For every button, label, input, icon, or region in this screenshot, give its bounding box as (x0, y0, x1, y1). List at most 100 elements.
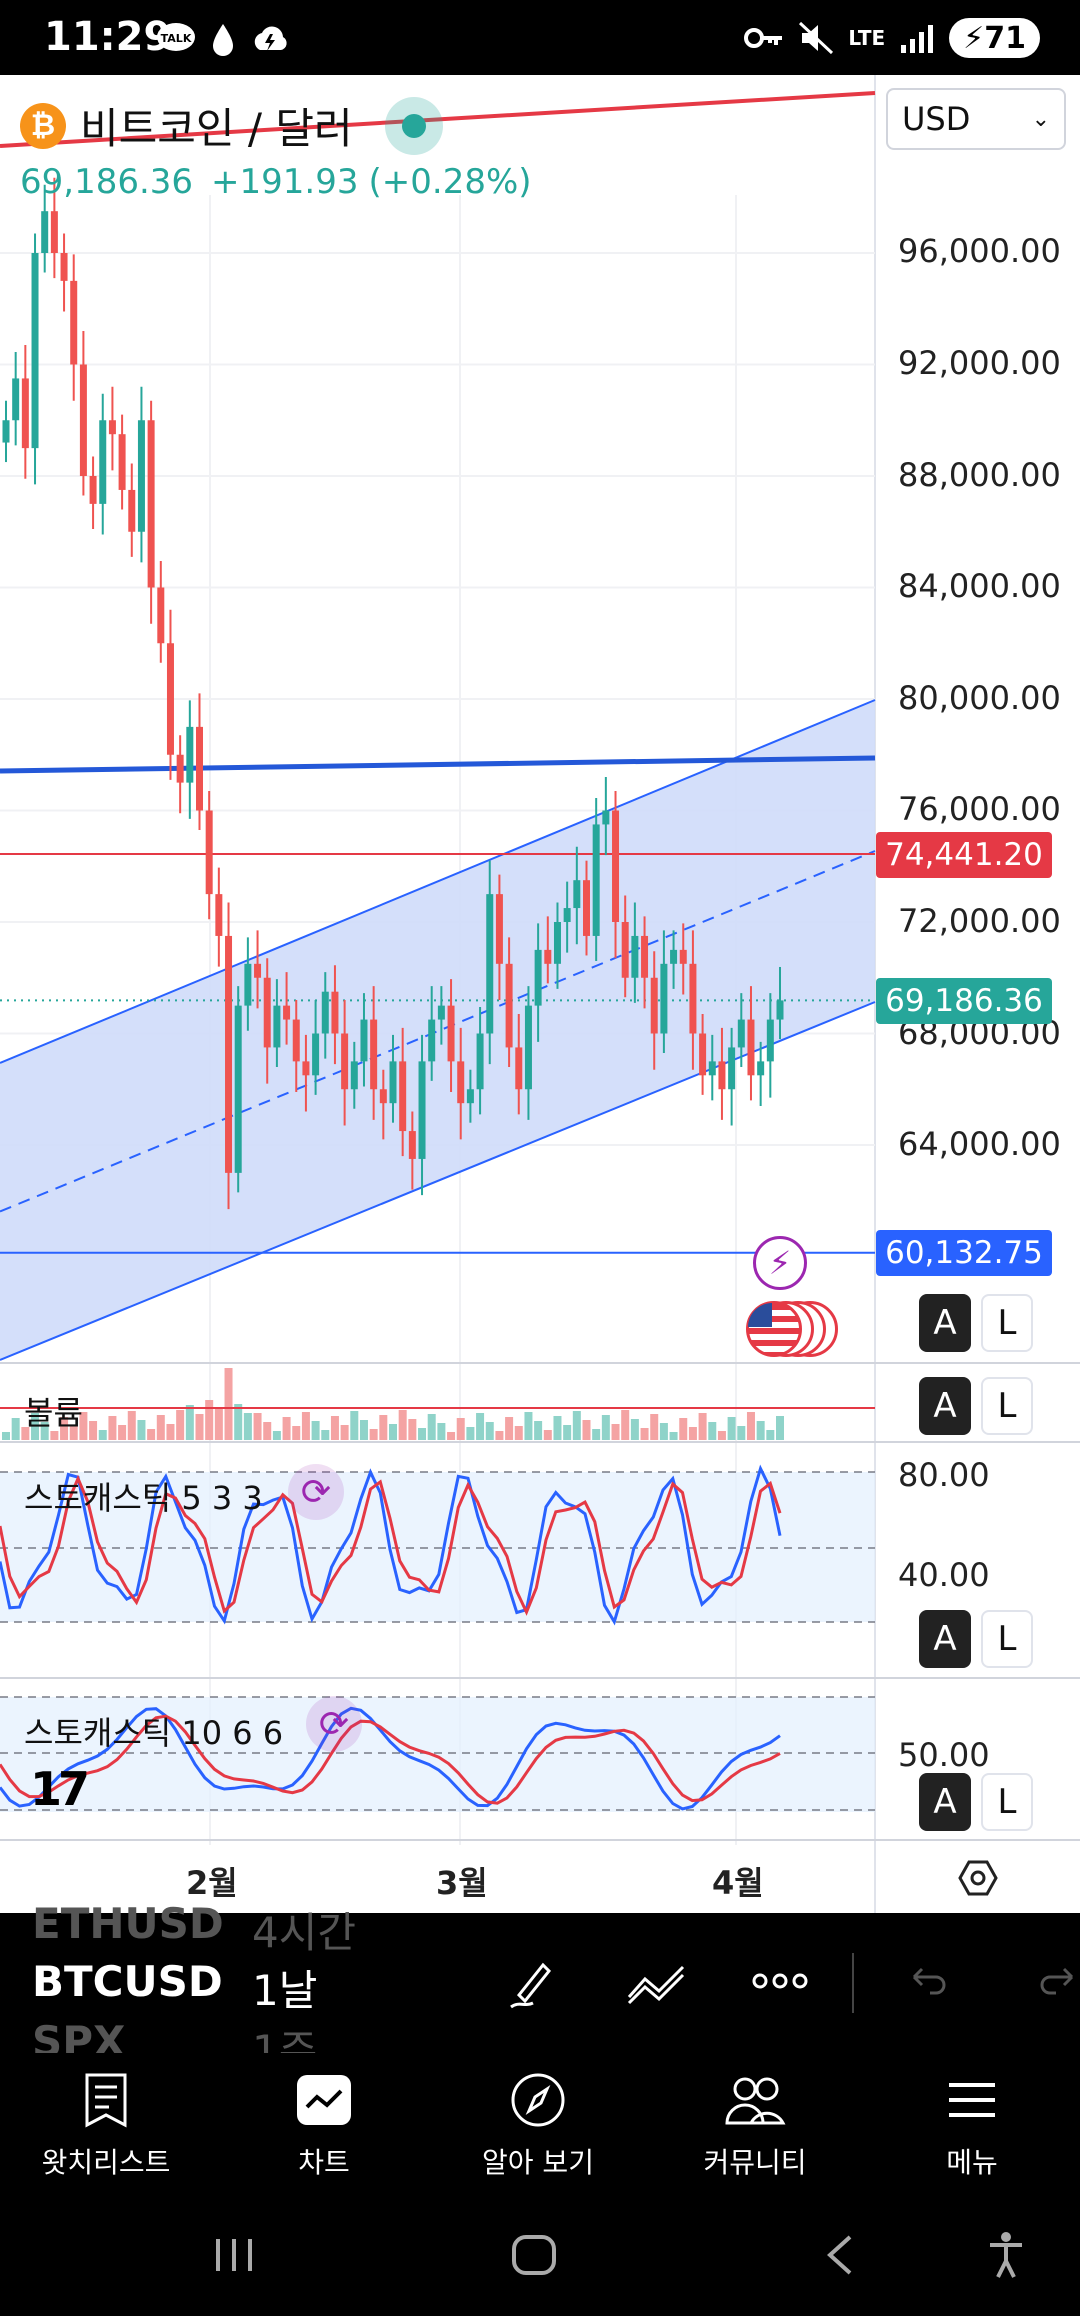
candle-body (399, 1061, 407, 1132)
nav-chart[interactable]: 차트 (224, 2071, 424, 2181)
symbol-header[interactable]: ₿ 비트코인 / 달러 (20, 95, 443, 156)
cloud-bolt-icon (254, 26, 287, 51)
volume-bar (534, 1421, 543, 1440)
symbol-picker-item[interactable]: ETHUSD (32, 1899, 224, 1948)
candle-body (186, 726, 194, 783)
interval-picker-item[interactable]: 4시간 (252, 1908, 357, 1957)
candle-body (244, 963, 252, 1006)
candle-body (225, 935, 233, 1173)
auto-scale-button[interactable]: A (919, 1610, 971, 1668)
refresh-icon[interactable]: ⟳ (306, 1696, 362, 1752)
interval-picker-item[interactable]: 1주 (252, 2026, 318, 2053)
volume-bar (31, 1413, 40, 1440)
clock: 11:29 (44, 14, 172, 60)
nav-watchlist[interactable]: 왓치리스트 (6, 2071, 206, 2181)
home-icon[interactable] (510, 2233, 558, 2277)
volume-bar (282, 1417, 291, 1440)
candle-body (157, 587, 165, 644)
volume-bar (379, 1415, 388, 1440)
symbol-picker-selected[interactable]: BTCUSD (32, 1957, 223, 2006)
volume-bar (50, 1431, 59, 1440)
undo-icon[interactable] (906, 1957, 950, 2005)
interval-picker-selected[interactable]: 1날 (252, 1966, 318, 2015)
price-axis-label: 88,000.00 (898, 456, 1061, 494)
price-axis-label: 96,000.00 (898, 232, 1061, 270)
candle-body (321, 991, 329, 1034)
candle-body (437, 1005, 445, 1020)
stoch1-d-line (0, 1474, 782, 1616)
volume-bar (195, 1414, 204, 1440)
drawing-tool-icon[interactable] (505, 1957, 561, 2017)
blue-line-price-tag[interactable]: 60,132.75 (876, 1230, 1052, 1276)
volume-bar (137, 1420, 146, 1440)
drop-icon (213, 24, 233, 56)
refresh-icon[interactable]: ⟳ (288, 1464, 344, 1520)
toolbar-divider (852, 1953, 854, 2013)
stoch1-axis-label: 40.00 (898, 1556, 990, 1594)
status-right: LTE ⚡ 71 (744, 18, 1040, 58)
currency-select[interactable]: USD ⌄ (886, 88, 1066, 150)
volume-bar (766, 1430, 775, 1440)
candle-body (708, 1061, 716, 1076)
candle-body (331, 991, 339, 1034)
log-scale-button[interactable]: L (981, 1377, 1033, 1435)
stoch2-band (0, 1697, 875, 1812)
candle-body (573, 880, 581, 909)
candle-body (254, 963, 262, 978)
candle-body (621, 922, 629, 978)
recent-apps-icon[interactable] (212, 2235, 256, 2275)
volume-bar (717, 1431, 726, 1440)
network-type: LTE (848, 26, 886, 50)
nav-label: 커뮤니티 (703, 2146, 807, 2179)
candle-body (602, 810, 610, 825)
more-icon[interactable] (752, 1971, 808, 1995)
nav-community[interactable]: 커뮤니티 (655, 2071, 855, 2181)
nav-menu[interactable]: 메뉴 (872, 2071, 1072, 2181)
volume-bar (398, 1410, 407, 1440)
volume-bar (659, 1423, 668, 1440)
price-axis-label: 84,000.00 (898, 567, 1061, 605)
symbol-name: 비트코인 / 달러 (80, 104, 353, 153)
notification-icons: TALK (156, 22, 290, 56)
candle-body (631, 935, 639, 978)
back-icon[interactable] (820, 2233, 860, 2277)
candle-body (650, 977, 658, 1034)
candle-body (776, 1000, 784, 1020)
red-line-price-tag[interactable]: 74,441.20 (876, 832, 1052, 878)
candle-body (31, 253, 39, 449)
indicator-icon[interactable] (625, 1957, 689, 2017)
redo-icon[interactable] (1036, 1957, 1080, 2005)
auto-scale-button[interactable]: A (919, 1773, 971, 1831)
candle-body (350, 1061, 358, 1090)
accessibility-icon[interactable] (986, 2231, 1026, 2279)
volume-bar (176, 1410, 185, 1440)
us-economic-events-icon[interactable] (746, 1301, 848, 1357)
auto-scale-button[interactable]: A (919, 1377, 971, 1435)
log-scale-button[interactable]: L (981, 1773, 1033, 1831)
symbol-picker-item[interactable]: SPX (32, 2017, 126, 2053)
volume-bar (495, 1431, 504, 1440)
price-axis-label: 76,000.00 (898, 790, 1061, 828)
volume-bar (746, 1412, 755, 1440)
system-navigation-bar (0, 2183, 1080, 2316)
chart-settings-icon[interactable] (958, 1858, 998, 1902)
last-price: 69,186.36 (20, 162, 194, 202)
nav-explore[interactable]: 알아 보기 (438, 2071, 638, 2181)
candle-body (612, 810, 620, 922)
volume-bar (630, 1419, 639, 1440)
stoch1-k-line (0, 1464, 782, 1626)
candle-body (108, 420, 116, 435)
log-scale-button[interactable]: L (981, 1294, 1033, 1352)
volume-bar (243, 1413, 252, 1440)
chart-icon (297, 2075, 351, 2125)
price-axis-label: 92,000.00 (898, 344, 1061, 382)
auto-scale-button[interactable]: A (919, 1294, 971, 1352)
lightning-alert-icon[interactable]: ⚡ (753, 1236, 807, 1290)
volume-bar (311, 1421, 320, 1440)
candle-body (70, 280, 78, 365)
candle-body (341, 1033, 349, 1090)
volume-bar (205, 1400, 214, 1440)
price-chart[interactable] (0, 75, 1080, 1913)
chevron-down-icon: ⌄ (1031, 106, 1050, 132)
log-scale-button[interactable]: L (981, 1610, 1033, 1668)
